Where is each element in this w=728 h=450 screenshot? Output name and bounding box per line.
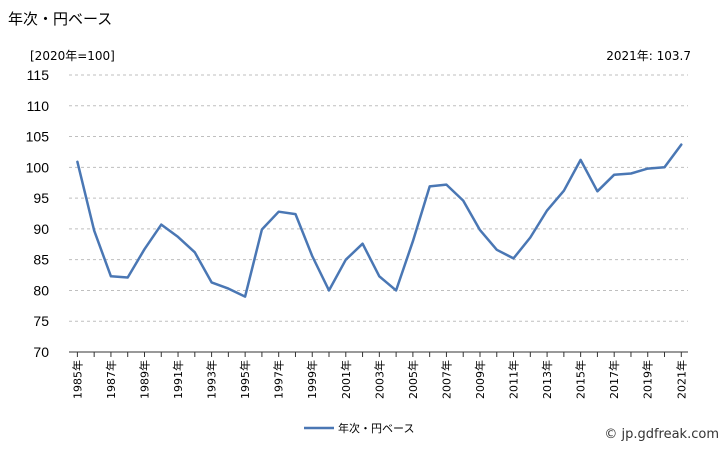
x-tick-label: 2001年 [339, 360, 353, 399]
series-layer [76, 143, 683, 298]
x-tick-label: 2009年 [473, 360, 487, 399]
y-tick-label: 115 [27, 67, 50, 83]
x-tick-label: 2013年 [540, 360, 554, 399]
chart-title: 年次・円ベース [8, 10, 113, 28]
x-tick-label: 1987年 [104, 360, 118, 399]
y-tick-label: 100 [26, 159, 50, 175]
y-tick-label: 70 [33, 344, 49, 360]
x-tick-label: 1997年 [272, 360, 286, 399]
unit-label: [2020年=100] [30, 49, 115, 63]
y-tick-label: 75 [33, 313, 49, 329]
y-axis-tick-labels: 70 75 80 85 90 95 100 105 110 115 [26, 67, 50, 360]
y-tick-label: 90 [33, 221, 49, 237]
x-tick-label: 2011年 [507, 360, 521, 399]
y-tick-label: 85 [33, 252, 49, 268]
y-tick-label: 80 [33, 282, 49, 298]
latest-value-label: 2021年: 103.7 [606, 49, 691, 63]
y-tick-label: 95 [33, 190, 49, 206]
x-tick-label: 2007年 [439, 360, 453, 399]
x-tick-label: 2017年 [607, 360, 621, 399]
x-axis: 1985年 1987年 1989年 1991年 1993年 1995年 1997年 1999年… [69, 351, 688, 399]
x-tick-label: 1985年 [70, 360, 84, 399]
x-tick-label: 2005年 [406, 360, 420, 399]
source-credit: © jp.gdfreak.com [604, 427, 719, 442]
gridlines [69, 74, 688, 322]
x-tick-label: 2019年 [641, 360, 655, 399]
y-tick-label: 110 [27, 98, 50, 114]
legend: 年次・円ベース [304, 421, 414, 435]
y-tick-label: 105 [26, 129, 50, 145]
x-tick-label: 1995年 [238, 360, 252, 399]
x-tick-label: 1993年 [205, 360, 219, 399]
x-tick-label: 1999年 [305, 360, 319, 399]
x-tick-label: 2015年 [574, 360, 588, 399]
legend-label: 年次・円ベース [338, 421, 414, 435]
x-tick-label: 2003年 [372, 360, 386, 399]
x-tick-label: 1991年 [171, 360, 185, 399]
x-tick-label: 1989年 [137, 360, 151, 399]
x-tick-label: 2021年 [674, 360, 688, 399]
series-line-0 [76, 143, 683, 298]
